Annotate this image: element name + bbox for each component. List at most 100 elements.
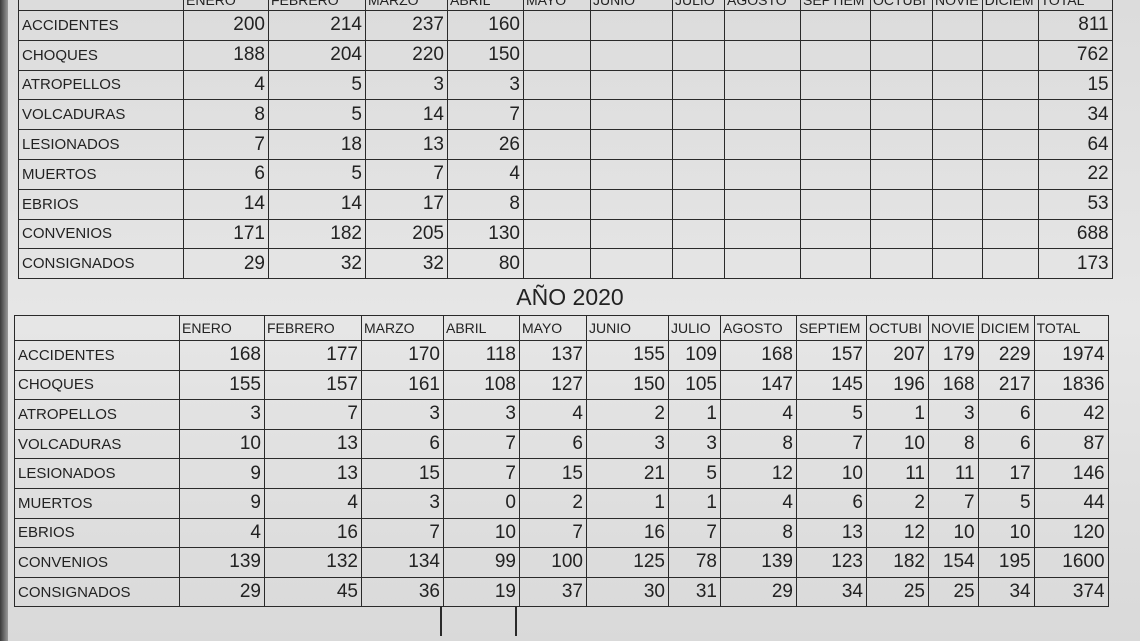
value-cell: 762: [1037, 39, 1113, 71]
column-header: TOTAL: [1037, 0, 1113, 11]
table-row: ATROPELLOS 4 5 3 3 15: [18, 69, 1113, 101]
value-cell: 4: [264, 487, 362, 519]
value-cell: 32: [365, 248, 448, 280]
value-cell: 6: [361, 428, 444, 460]
row-label: ACCIDENTES: [18, 10, 184, 41]
corner-cell: [18, 0, 184, 11]
value-cell: [590, 69, 673, 101]
value-cell: 123: [796, 547, 867, 578]
value-cell: 32: [268, 248, 366, 280]
column-header: FEBRERO: [264, 315, 362, 341]
value-cell: 173: [1037, 248, 1113, 280]
value-cell: 10: [796, 458, 867, 489]
table-2020-title: AÑO 2020: [516, 284, 624, 310]
value-cell: [590, 10, 673, 41]
value-cell: 36: [361, 576, 444, 608]
value-cell: [523, 129, 591, 160]
value-cell: [523, 218, 591, 250]
value-cell: [870, 10, 933, 41]
value-cell: 168: [928, 369, 979, 401]
value-cell: 12: [866, 517, 929, 549]
value-cell: [870, 188, 933, 220]
row-label: CHOQUES: [18, 39, 184, 71]
value-cell: 7: [796, 428, 867, 460]
column-header: JULIO: [672, 0, 725, 11]
table-row: EBRIOS 4 16 7 10 7 16 7 8 13 12 10 10 120: [14, 517, 1109, 549]
value-cell: 1: [586, 487, 669, 519]
value-cell: [932, 99, 983, 131]
value-cell: 100: [519, 547, 587, 578]
value-cell: 182: [866, 547, 929, 578]
value-cell: [800, 158, 871, 190]
value-cell: 155: [179, 369, 265, 401]
value-cell: 13: [264, 458, 362, 489]
table-row: CHOQUES 155 157 161 108 127 150 105 147 145 196 168…: [14, 369, 1109, 401]
value-cell: [800, 10, 871, 41]
value-cell: [724, 39, 801, 71]
value-cell: 145: [796, 369, 867, 401]
value-cell: [523, 99, 591, 131]
value-cell: 22: [1037, 158, 1113, 190]
value-cell: 150: [586, 369, 669, 401]
value-cell: 7: [264, 399, 362, 430]
table-row: CHOQUES 188 204 220 150 762: [18, 39, 1113, 71]
value-cell: 3: [361, 399, 444, 430]
value-cell: [932, 10, 983, 41]
value-cell: [724, 188, 801, 220]
value-cell: [800, 218, 871, 250]
value-cell: [800, 69, 871, 101]
value-cell: 6: [977, 399, 1035, 430]
value-cell: 10: [977, 517, 1035, 549]
table-row: MUERTOS 9 4 3 0 2 1 1 4 6 2 7 5 44: [14, 487, 1109, 519]
value-cell: [590, 39, 673, 71]
value-cell: 4: [720, 399, 797, 430]
value-cell: [981, 69, 1039, 101]
value-cell: 11: [866, 458, 929, 489]
value-cell: [981, 158, 1039, 190]
value-cell: 1974: [1033, 340, 1109, 371]
table-row: VOLCADURAS 10 13 6 7 6 3 3 8 7 10 8 6 87: [14, 428, 1109, 460]
value-cell: 5: [977, 487, 1035, 519]
value-cell: [672, 99, 725, 131]
value-cell: 15: [361, 458, 444, 489]
value-cell: 45: [264, 576, 362, 608]
value-cell: 137: [519, 340, 587, 371]
column-header: ENERO: [183, 0, 269, 11]
value-cell: 220: [365, 39, 448, 71]
value-cell: 78: [668, 547, 721, 578]
row-label: CHOQUES: [14, 369, 180, 401]
value-cell: [870, 129, 933, 160]
value-cell: 177: [264, 340, 362, 371]
value-cell: 217: [977, 369, 1035, 401]
column-header: SEPTIEM: [800, 0, 871, 11]
value-cell: 0: [443, 487, 520, 519]
value-cell: [672, 158, 725, 190]
value-cell: 168: [179, 340, 265, 371]
value-cell: 2: [866, 487, 929, 519]
value-cell: 25: [866, 576, 929, 608]
value-cell: [523, 248, 591, 280]
value-cell: [724, 129, 801, 160]
column-header: JULIO: [668, 315, 721, 341]
value-cell: 3: [447, 69, 524, 101]
row-label: EBRIOS: [14, 517, 180, 549]
value-cell: 7: [447, 99, 524, 131]
value-cell: 204: [268, 39, 366, 71]
value-cell: [870, 69, 933, 101]
column-header: AGOSTO: [720, 315, 797, 341]
value-cell: [800, 188, 871, 220]
row-label: VOLCADURAS: [14, 428, 180, 460]
value-cell: 188: [183, 39, 269, 71]
divider-line: [515, 606, 517, 636]
value-cell: 5: [796, 399, 867, 430]
value-cell: [672, 188, 725, 220]
value-cell: 17: [365, 188, 448, 220]
value-cell: 168: [720, 340, 797, 371]
value-cell: 170: [361, 340, 444, 371]
table-row: CONSIGNADOS 29 45 36 19 37 30 31 29 34 25 25 34 374: [14, 576, 1109, 608]
value-cell: 374: [1033, 576, 1109, 608]
value-cell: 214: [268, 10, 366, 41]
value-cell: 99: [443, 547, 520, 578]
table-row: ACCIDENTES 200 214 237 160 811: [18, 10, 1113, 41]
value-cell: [590, 99, 673, 131]
